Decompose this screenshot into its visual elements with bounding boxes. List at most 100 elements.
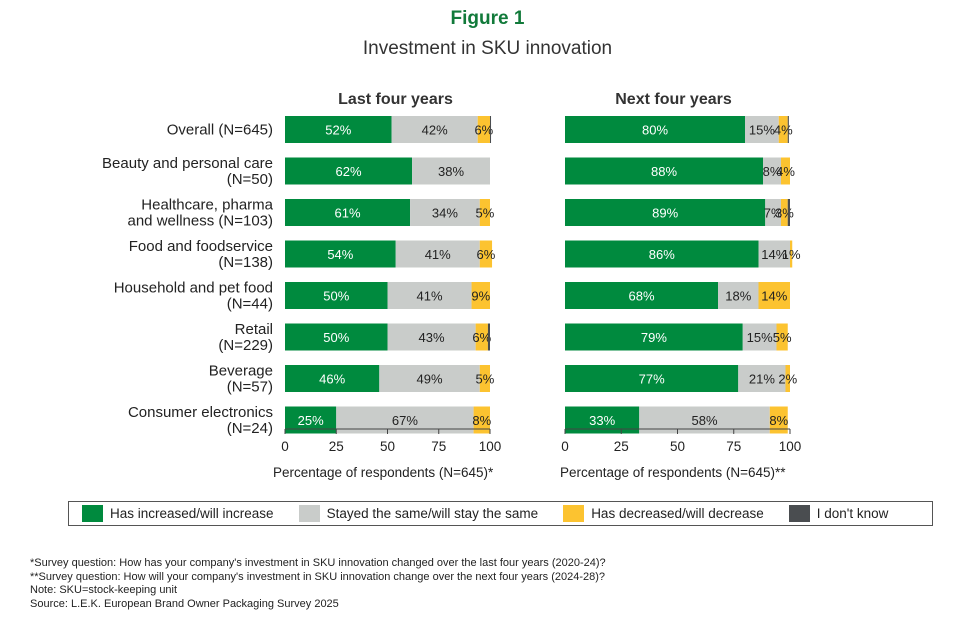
data-label-last-increase: 50% [323,330,349,345]
legend-item-decrease: Has decreased/will decrease [563,505,764,522]
figure-title: Figure 1 [450,8,525,29]
x-axis-title-last: Percentage of respondents (N=645)* [273,465,494,480]
x-tick-label-next: 25 [614,439,629,454]
bar-last-increase [285,240,396,268]
data-label-next-same: 18% [725,289,751,304]
x-tick-label-last: 50 [380,439,395,454]
data-label-next-decrease: 2% [778,372,797,387]
footnote-survey-last: *Survey question: How has your company's… [30,557,606,569]
data-label-last-same: 41% [425,247,451,262]
bar-next-decrease [769,406,788,434]
category-label: Beverage [209,363,273,380]
bar-last-increase [285,199,411,226]
bar-last-dont-know [490,116,492,143]
category-label: Household and pet food [114,280,273,297]
bar-next-decrease [785,365,790,392]
x-tick-label-next: 0 [561,439,569,454]
bar-next-same [763,157,781,185]
bar-next-same [765,199,781,226]
legend: Has increased/will increase Stayed the s… [68,501,933,526]
legend-swatch-increase [82,505,103,522]
legend-label-dont-know: I don't know [816,506,889,521]
bar-last-increase [285,116,392,143]
bar-last-same [412,157,490,185]
panel-title-next: Next four years [615,91,732,108]
bar-last-increase [285,157,413,185]
legend-swatch-same [298,505,320,522]
bar-last-dont-know [487,323,490,351]
data-label-next-increase: 77% [639,372,665,387]
data-label-last-same: 43% [419,330,445,345]
data-label-last-same: 67% [392,413,418,428]
data-label-next-same: 8% [763,164,782,179]
data-label-next-increase: 68% [628,289,654,304]
category-label: (N=57) [227,379,273,396]
legend-item-same: Stayed the same/will stay the same [298,505,538,522]
data-label-next-decrease: 8% [769,413,788,428]
category-label: (N=138) [218,254,273,271]
category-label: Healthcare, pharma [141,197,273,214]
legend-swatch-decrease [563,505,585,522]
bar-next-same [758,240,790,268]
bar-next-increase [565,199,766,226]
data-label-last-increase: 46% [319,372,345,387]
data-label-next-decrease: 3% [775,206,794,221]
x-tick-label-next: 75 [726,439,741,454]
bar-last-same [410,199,480,226]
data-label-next-decrease: 4% [774,123,793,138]
bar-next-decrease [781,157,790,185]
legend-label-decrease: Has decreased/will decrease [591,506,764,521]
bar-next-same [745,116,779,143]
bar-next-same [742,323,777,351]
data-label-last-decrease: 8% [472,413,491,428]
bar-next-increase [565,116,745,143]
data-label-next-same: 58% [691,413,717,428]
data-label-last-decrease: 5% [475,372,494,387]
panel-title-last: Last four years [338,91,453,108]
bar-next-decrease [758,282,790,309]
data-label-last-same: 38% [438,164,464,179]
x-tick-label-next: 50 [670,439,685,454]
x-tick-label-last: 25 [329,439,344,454]
bar-last-increase [285,365,380,392]
bar-last-decrease [479,199,490,226]
category-label: (N=229) [218,337,273,354]
bar-next-increase [565,240,759,268]
bar-next-increase [565,157,763,185]
bar-last-increase [285,282,388,309]
data-label-last-same: 41% [417,289,443,304]
bar-last-increase [285,323,388,351]
data-label-next-same: 7% [764,206,783,221]
bar-next-same [718,282,759,309]
bar-last-decrease [477,116,490,143]
data-label-last-decrease: 6% [472,330,491,345]
data-label-last-same: 49% [417,372,443,387]
data-label-next-increase: 86% [649,247,675,262]
bar-next-dont-know [787,116,789,143]
x-tick-label-last: 0 [281,439,289,454]
category-label: (N=44) [227,296,273,313]
data-label-next-decrease: 1% [782,247,801,262]
bar-next-increase [565,282,718,309]
data-label-last-increase: 25% [298,413,324,428]
stacked-bar-charts: Overall (N=645)Beauty and personal care(… [102,91,801,480]
data-label-next-increase: 89% [652,206,678,221]
data-label-last-decrease: 9% [471,289,490,304]
legend-swatch-dont-know [788,505,810,522]
data-label-next-increase: 88% [651,164,677,179]
bar-last-decrease [479,365,490,392]
category-label: and wellness (N=103) [128,213,274,230]
bar-last-same [387,282,472,309]
data-label-last-increase: 61% [335,206,361,221]
category-label: Consumer electronics [128,404,273,421]
bar-last-same [379,365,480,392]
data-label-last-decrease: 6% [474,123,493,138]
data-label-last-increase: 50% [323,289,349,304]
data-label-next-decrease: 4% [776,164,795,179]
bar-last-same [395,240,480,268]
category-label: Beauty and personal care [102,155,273,172]
footnote-sku: Note: SKU=stock-keeping unit [30,584,178,596]
data-label-last-increase: 54% [327,247,353,262]
data-label-next-decrease: 5% [773,330,792,345]
legend-item-increase: Has increased/will increase [82,505,274,522]
